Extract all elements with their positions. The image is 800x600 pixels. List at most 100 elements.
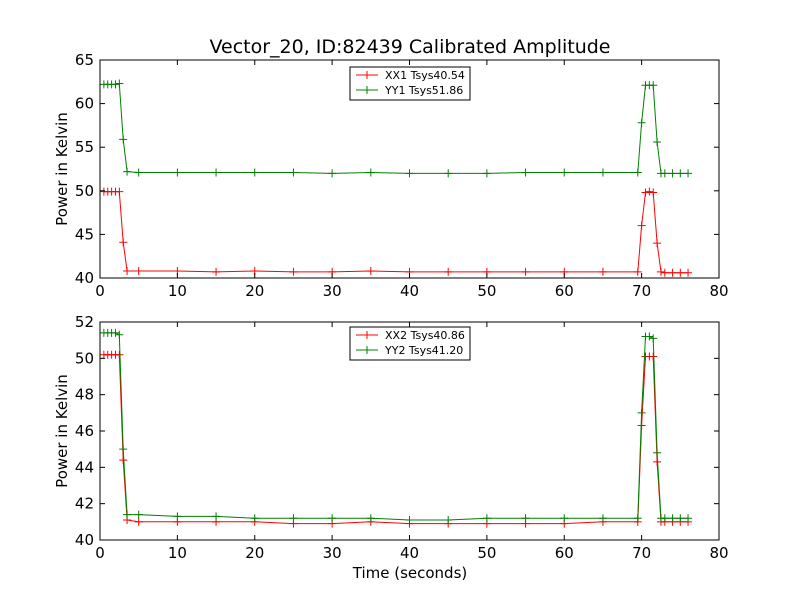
data-point <box>482 514 491 523</box>
data-point <box>598 514 607 523</box>
data-point <box>115 187 124 196</box>
x-tick-label: 70 <box>632 282 651 300</box>
data-point <box>123 267 132 276</box>
data-point <box>641 188 650 197</box>
data-point <box>637 408 646 417</box>
data-point <box>328 169 337 178</box>
data-point <box>250 168 259 177</box>
data-point <box>649 188 658 197</box>
data-point <box>653 239 662 248</box>
data-point <box>119 238 128 247</box>
legend-marker <box>363 71 371 79</box>
data-point <box>598 267 607 276</box>
x-tick-label: 30 <box>323 282 342 300</box>
data-point <box>289 514 298 523</box>
legend-label: YY1 Tsys51.86 <box>384 84 463 97</box>
legend-label: XX1 Tsys40.54 <box>385 69 465 82</box>
data-point <box>560 514 569 523</box>
data-point <box>668 514 677 523</box>
legend-marker <box>363 346 371 354</box>
data-point <box>212 512 221 521</box>
y-tick-label: 55 <box>75 138 94 156</box>
data-point <box>521 168 530 177</box>
data-point <box>250 514 259 523</box>
data-point <box>115 79 124 88</box>
legend-box <box>349 326 471 361</box>
data-point <box>668 268 677 277</box>
data-point <box>482 169 491 178</box>
data-point <box>649 334 658 343</box>
data-point <box>134 517 143 526</box>
data-point <box>653 448 662 457</box>
data-point <box>668 169 677 178</box>
y-tick-label: 48 <box>75 386 94 404</box>
y-axis-label: Power in Kelvin <box>53 374 71 488</box>
data-point <box>521 514 530 523</box>
data-point <box>656 267 665 276</box>
y-tick-label: 42 <box>75 495 94 513</box>
y-axis-label: Power in Kelvin <box>53 112 71 226</box>
chart-title: Vector_20, ID:82439 Calibrated Amplitude <box>209 36 610 58</box>
legend: XX1 Tsys40.54 YY1 Tsys51.86 <box>349 66 471 101</box>
data-point <box>111 328 120 337</box>
bottom-panel: 0 10 20 30 40 50 60 70 80 40 42 44 46 48 50 52 Power in … <box>53 313 729 562</box>
x-tick-label: 50 <box>477 282 496 300</box>
data-point <box>676 169 685 178</box>
data-point <box>633 514 642 523</box>
y-tick-label: 52 <box>75 313 94 331</box>
data-point <box>212 267 221 276</box>
data-point <box>123 510 132 519</box>
data-point <box>653 137 662 146</box>
data-point <box>649 81 658 90</box>
data-point <box>444 169 453 178</box>
y-tick-label: 60 <box>75 95 94 113</box>
data-point <box>633 267 642 276</box>
legend-label: YY2 Tsys41.20 <box>384 344 463 357</box>
data-point <box>366 168 375 177</box>
data-point <box>676 514 685 523</box>
legend-marker <box>363 331 371 339</box>
x-tick-label: 40 <box>400 544 419 562</box>
data-point <box>645 187 654 196</box>
legend-box <box>349 66 471 101</box>
data-point <box>645 332 654 341</box>
data-point <box>134 267 143 276</box>
y-tick-label: 44 <box>75 458 94 476</box>
legend: XX2 Tsys40.86 YY2 Tsys41.20 <box>349 326 471 361</box>
data-point <box>366 267 375 276</box>
y-tick-label: 45 <box>75 225 94 243</box>
data-point <box>134 510 143 519</box>
y-tick-label: 46 <box>75 422 94 440</box>
data-point <box>684 169 693 178</box>
data-point <box>660 514 669 523</box>
data-point <box>660 268 669 277</box>
x-tick-label: 20 <box>245 544 264 562</box>
data-point <box>119 135 128 144</box>
data-point <box>173 168 182 177</box>
x-tick-label: 80 <box>709 544 728 562</box>
data-point <box>637 118 646 127</box>
data-point <box>111 80 120 89</box>
data-point <box>115 350 124 359</box>
x-tick-label: 10 <box>168 544 187 562</box>
data-point <box>405 516 414 525</box>
y-tick-label: 40 <box>75 269 94 287</box>
data-point <box>660 169 669 178</box>
x-tick-label: 0 <box>95 544 105 562</box>
data-point <box>444 267 453 276</box>
data-point <box>560 168 569 177</box>
data-point <box>119 445 128 454</box>
data-point <box>115 330 124 339</box>
x-tick-label: 60 <box>555 282 574 300</box>
data-point <box>598 168 607 177</box>
x-tick-label: 10 <box>168 282 187 300</box>
data-point <box>173 512 182 521</box>
x-tick-label: 40 <box>400 282 419 300</box>
data-point <box>444 516 453 525</box>
data-point <box>676 268 685 277</box>
legend-marker <box>363 86 371 94</box>
y-tick-label: 50 <box>75 182 94 200</box>
data-point <box>637 221 646 230</box>
x-axis-label: Time (seconds) <box>352 564 468 582</box>
data-point <box>289 168 298 177</box>
